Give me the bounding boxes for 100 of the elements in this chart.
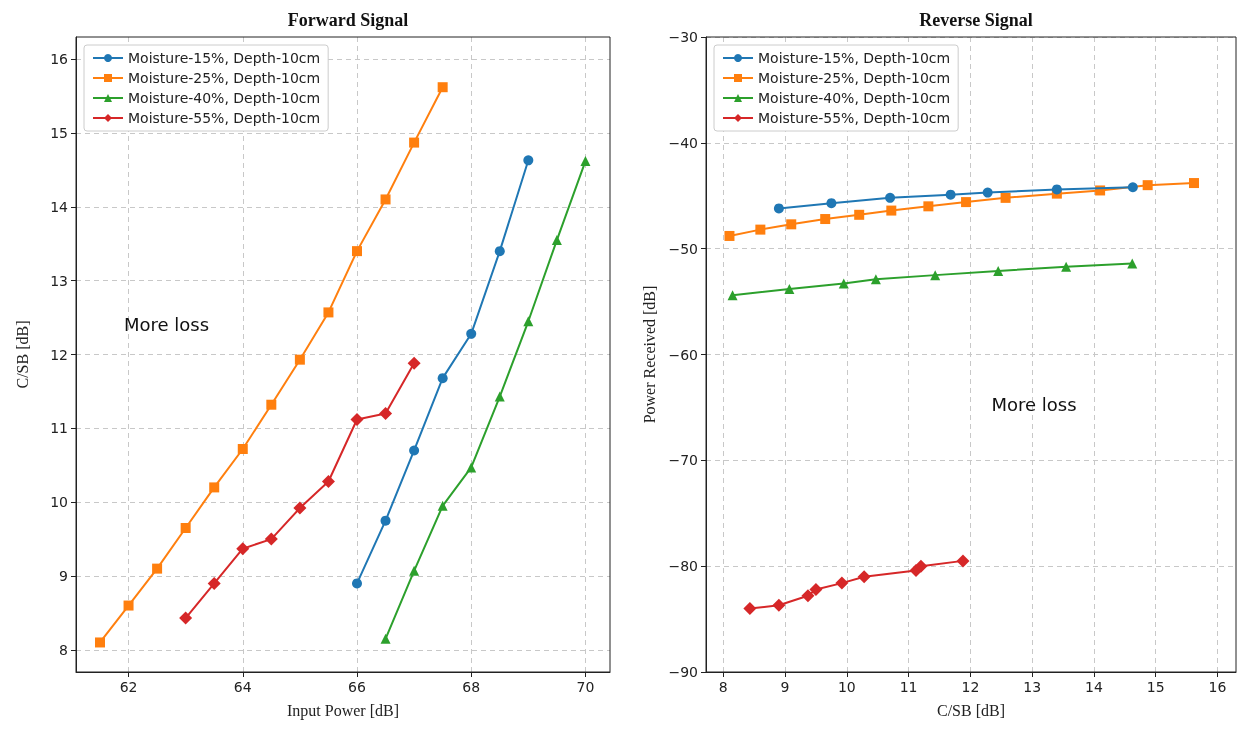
x-tick-label: 62 (119, 679, 138, 695)
legend-label: Moisture-15%, Depth-10cm (128, 50, 321, 66)
point (237, 444, 248, 455)
point (179, 611, 193, 625)
x-tick-label: 66 (348, 679, 366, 695)
point (809, 582, 823, 596)
x-tick-label: 70 (576, 679, 595, 695)
x-tick-label: 9 (780, 679, 790, 695)
point (820, 214, 831, 225)
point (838, 278, 849, 289)
point (380, 194, 391, 205)
legend-label: Moisture-25%, Depth-10cm (128, 70, 321, 86)
point (727, 290, 738, 301)
point (1000, 192, 1011, 203)
y-tick-label: −70 (668, 452, 698, 469)
y-tick-label: 10 (50, 494, 68, 511)
point (870, 274, 881, 285)
y-tick-label: 14 (50, 198, 69, 215)
legend-label: Moisture-40%, Depth-10cm (128, 90, 321, 106)
x-tick-label: 68 (462, 679, 481, 695)
point (466, 462, 477, 473)
point (123, 600, 134, 611)
point (724, 230, 735, 241)
point (945, 189, 956, 200)
point (784, 283, 795, 294)
point (379, 407, 393, 421)
point (786, 219, 797, 230)
point (886, 205, 897, 216)
point (494, 246, 505, 257)
point (982, 187, 993, 198)
point (1189, 178, 1199, 189)
point (1142, 180, 1153, 191)
y-axis-title: C/SB [dB] (13, 320, 31, 389)
y-tick-label: −60 (668, 346, 698, 363)
point (293, 501, 307, 515)
legend-label: Moisture-25%, Depth-10cm (758, 70, 951, 86)
legend-label: Moisture-15%, Depth-10cm (758, 50, 951, 66)
point (466, 328, 477, 339)
point (380, 633, 391, 644)
point (94, 637, 105, 648)
point (152, 563, 163, 574)
point (914, 559, 928, 573)
point (1061, 261, 1072, 272)
x-axis-title: Input Power [dB] (287, 701, 399, 720)
y-tick-label: 15 (50, 124, 68, 141)
point (294, 354, 305, 365)
y-tick-label: 9 (59, 568, 68, 585)
point (743, 602, 757, 615)
x-tick-label: 14 (1085, 679, 1103, 695)
point (1051, 184, 1062, 195)
x-tick-label: 16 (1208, 679, 1227, 695)
point (407, 356, 421, 370)
y-tick-label: 12 (50, 346, 68, 363)
point (409, 445, 420, 456)
point (961, 197, 972, 208)
point (580, 156, 591, 167)
point (773, 203, 784, 214)
y-tick-label: −80 (668, 558, 698, 575)
point (350, 412, 364, 426)
x-tick-label: 8 (718, 679, 728, 695)
point (180, 523, 191, 534)
point (321, 475, 335, 488)
point (236, 542, 250, 556)
point (523, 316, 534, 327)
chart-title: Reverse Signal (919, 10, 1033, 30)
point (207, 576, 221, 590)
point (772, 598, 786, 612)
y-tick-label: −90 (668, 664, 698, 680)
chart-title: Forward Signal (287, 10, 409, 30)
x-tick-label: 11 (899, 679, 918, 695)
point (956, 554, 970, 568)
legend-label: Moisture-55%, Depth-10cm (128, 110, 321, 126)
point (993, 265, 1004, 276)
point (551, 235, 562, 246)
x-tick-label: 13 (1023, 679, 1042, 695)
y-tick-label: −50 (668, 240, 698, 257)
y-axis-title: Power Received [dB] (641, 285, 659, 424)
point (437, 82, 448, 93)
point (826, 198, 837, 209)
annotation: More loss (991, 394, 1077, 416)
point (854, 209, 865, 220)
point (351, 246, 362, 257)
point (930, 270, 941, 281)
point (352, 578, 362, 589)
point (264, 532, 278, 546)
point (437, 500, 448, 511)
point (380, 515, 391, 526)
point (885, 192, 896, 203)
point (1127, 258, 1138, 269)
y-tick-label: −40 (668, 134, 698, 151)
y-tick-label: 8 (59, 641, 68, 658)
point (409, 137, 420, 148)
x-tick-label: 64 (233, 679, 252, 695)
point (209, 482, 220, 493)
x-tick-label: 12 (961, 679, 980, 695)
x-tick-label: 15 (1146, 679, 1165, 695)
point (755, 224, 766, 235)
point (437, 373, 448, 384)
legend-label: Moisture-55%, Depth-10cm (758, 110, 951, 126)
point (266, 399, 277, 410)
